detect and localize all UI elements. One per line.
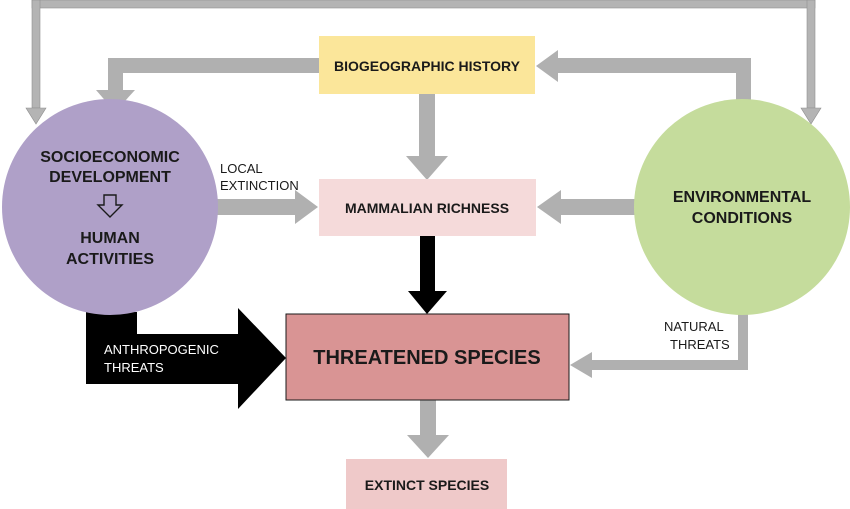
node-mammalian-richness: MAMMALIAN RICHNESS — [319, 179, 536, 236]
anthropogenic-label-2: THREATS — [104, 360, 164, 375]
mammalian-box — [319, 179, 536, 236]
arrow-environmental-to-biogeographic — [536, 50, 751, 102]
mammalian-label: MAMMALIAN RICHNESS — [345, 200, 509, 216]
arrow-environmental-to-mammalian — [537, 190, 636, 224]
natural-threats-label-1: NATURAL — [664, 319, 724, 334]
node-extinct-species: EXTINCT SPECIES — [346, 459, 507, 509]
node-biogeographic-history: BIOGEOGRAPHIC HISTORY — [319, 36, 535, 94]
environmental-circle — [634, 99, 850, 315]
arrow-biogeographic-to-mammalian — [406, 94, 448, 180]
arrow-socio-to-threatened — [86, 308, 286, 409]
local-extinction-label-2: EXTINCTION — [220, 178, 299, 193]
natural-threats-label-2: THREATS — [670, 337, 730, 352]
threatened-box — [285, 313, 570, 401]
socio-line-2: DEVELOPMENT — [49, 169, 171, 186]
node-threatened-species: THREATENED SPECIES — [285, 313, 570, 401]
socio-line-3: HUMAN — [80, 230, 140, 247]
biogeographic-label: BIOGEOGRAPHIC HISTORY — [334, 58, 521, 74]
node-environmental-conditions: ENVIRONMENTAL CONDITIONS — [634, 99, 850, 315]
threatened-label: THREATENED SPECIES — [313, 347, 540, 369]
arrow-mammalian-to-threatened — [408, 236, 447, 314]
socio-line-1: SOCIOECONOMIC — [40, 149, 180, 166]
arrow-environmental-to-threatened — [570, 308, 748, 378]
biogeographic-box — [319, 36, 535, 94]
local-extinction-label-1: LOCAL — [220, 161, 263, 176]
top-loop-connector — [25, 0, 822, 125]
down-arrow-icon — [96, 194, 124, 218]
socio-line-4: ACTIVITIES — [66, 251, 154, 268]
socio-circle — [2, 99, 218, 315]
extinct-label: EXTINCT SPECIES — [365, 477, 489, 493]
environmental-line-2: CONDITIONS — [692, 210, 793, 227]
environmental-line-1: ENVIRONMENTAL — [673, 189, 812, 206]
arrow-socio-to-mammalian — [214, 190, 318, 224]
anthropogenic-label-1: ANTHROPOGENIC — [104, 342, 219, 357]
arrow-biogeographic-to-socio — [96, 58, 320, 112]
extinct-box — [346, 459, 507, 509]
node-socioeconomic-development: SOCIOECONOMIC DEVELOPMENT HUMAN ACTIVITI… — [2, 99, 218, 315]
arrow-threatened-to-extinct — [407, 400, 449, 458]
